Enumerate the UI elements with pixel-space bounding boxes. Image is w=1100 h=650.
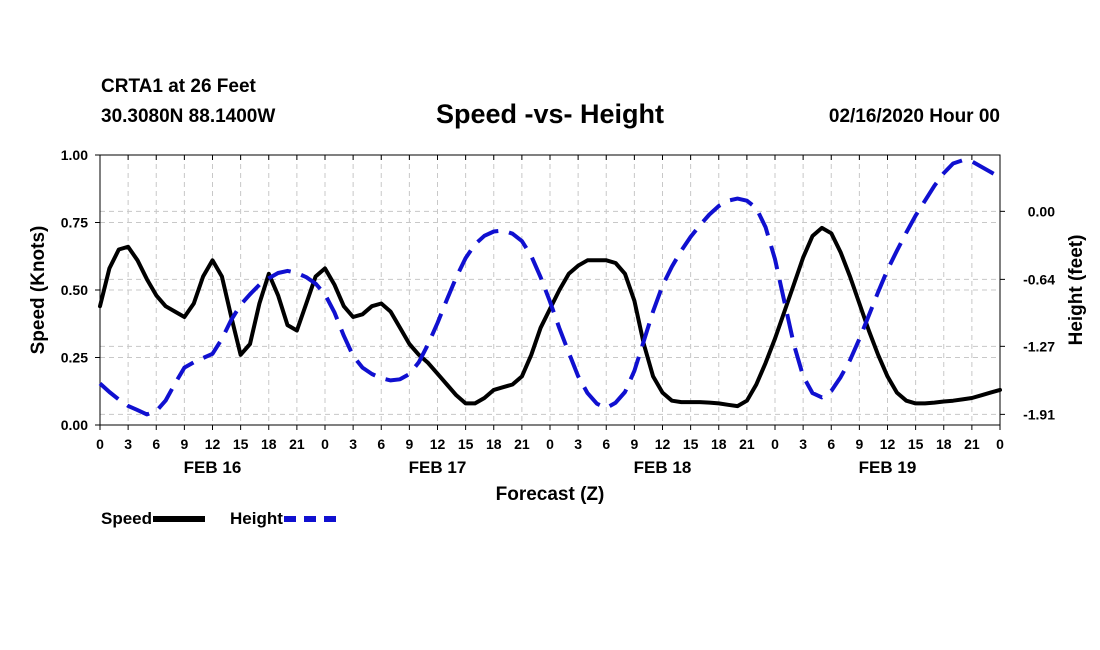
- x-tick-label: 12: [655, 436, 671, 452]
- x-tick-label: 9: [855, 436, 863, 452]
- x-tick-label: 6: [152, 436, 160, 452]
- x-tick-label: 15: [458, 436, 474, 452]
- chart-title: Speed -vs- Height: [435, 99, 665, 129]
- date-labels: FEB 16 FEB 17 FEB 18 FEB 19: [184, 458, 917, 477]
- legend-speed-swatch: [153, 516, 206, 522]
- x-tick-label: 15: [233, 436, 249, 452]
- date-label: FEB 16: [184, 458, 242, 477]
- left-y-tick-label: 1.00: [61, 147, 88, 163]
- x-tick-label: 3: [574, 436, 582, 452]
- x-tick-label: 21: [514, 436, 530, 452]
- right-y-axis: -1.91 -1.27 -0.64 0.00: [1000, 203, 1055, 422]
- x-tick-label: 18: [936, 436, 952, 452]
- x-tick-label: 21: [289, 436, 305, 452]
- left-y-tick-label: 0.50: [61, 282, 88, 298]
- x-tick-label: 15: [683, 436, 699, 452]
- left-y-tick-label: 0.75: [61, 215, 88, 231]
- right-y-axis-label: Height (feet): [1066, 235, 1087, 346]
- left-y-axis: 0.00 0.25 0.50 0.75 1.00: [61, 147, 100, 433]
- x-tick-label: 18: [486, 436, 502, 452]
- date-label: FEB 17: [409, 458, 467, 477]
- x-tick-label: 0: [321, 436, 329, 452]
- x-tick-label: 0: [546, 436, 554, 452]
- x-tick-label: 21: [739, 436, 755, 452]
- x-tick-label: 18: [711, 436, 727, 452]
- x-tick-label: 12: [205, 436, 221, 452]
- legend-height-label: Height: [230, 509, 283, 528]
- legend-height: Height: [230, 509, 336, 529]
- x-tick-label: 6: [827, 436, 835, 452]
- left-y-axis-label: Speed (Knots): [28, 226, 49, 355]
- series-line-speed: [98, 225, 1002, 409]
- x-tick-label: 15: [908, 436, 924, 452]
- x-axis-label: Forecast (Z): [496, 484, 605, 505]
- x-tick-label: 12: [880, 436, 896, 452]
- x-tick-label: 3: [799, 436, 807, 452]
- date-label: FEB 18: [634, 458, 692, 477]
- forecast-datetime: 02/16/2020 Hour 00: [828, 106, 1000, 127]
- series-group: [98, 158, 1002, 417]
- x-tick-label: 9: [180, 436, 188, 452]
- x-tick-label: 0: [96, 436, 104, 452]
- left-y-tick-label: 0.00: [61, 417, 88, 433]
- x-tick-label: 12: [430, 436, 446, 452]
- x-axis: 0 3 6 9 12 15 18 21 0 3 6 9 12 15 18 21 0 3 6 9 12 15 18 21 0 3 6 9…: [96, 155, 1004, 452]
- right-y-tick-label: -0.64: [1023, 271, 1055, 287]
- x-tick-label: 3: [349, 436, 357, 452]
- x-tick-label: 0: [996, 436, 1004, 452]
- x-tick-label: 0: [771, 436, 779, 452]
- right-y-tick-label: 0.00: [1028, 203, 1055, 219]
- station-label: CRTA1 at 26 Feet: [101, 76, 256, 97]
- x-tick-label: 3: [124, 436, 132, 452]
- date-label: FEB 19: [859, 458, 917, 477]
- legend-speed-label: Speed: [101, 509, 153, 528]
- legend-speed: Speed: [101, 509, 206, 529]
- right-y-tick-label: -1.27: [1023, 338, 1055, 354]
- left-y-tick-label: 0.25: [61, 350, 88, 366]
- x-tick-label: 9: [405, 436, 413, 452]
- x-tick-label: 6: [377, 436, 385, 452]
- x-tick-label: 18: [261, 436, 277, 452]
- legend-height-swatch: [283, 516, 336, 522]
- x-tick-label: 9: [630, 436, 638, 452]
- x-tick-label: 6: [602, 436, 610, 452]
- coordinates-label: 30.3080N 88.1400W: [101, 106, 276, 127]
- series-line-height: [98, 158, 1001, 417]
- x-tick-label: 21: [964, 436, 980, 452]
- right-y-tick-label: -1.91: [1023, 406, 1055, 422]
- grid: [100, 155, 1000, 425]
